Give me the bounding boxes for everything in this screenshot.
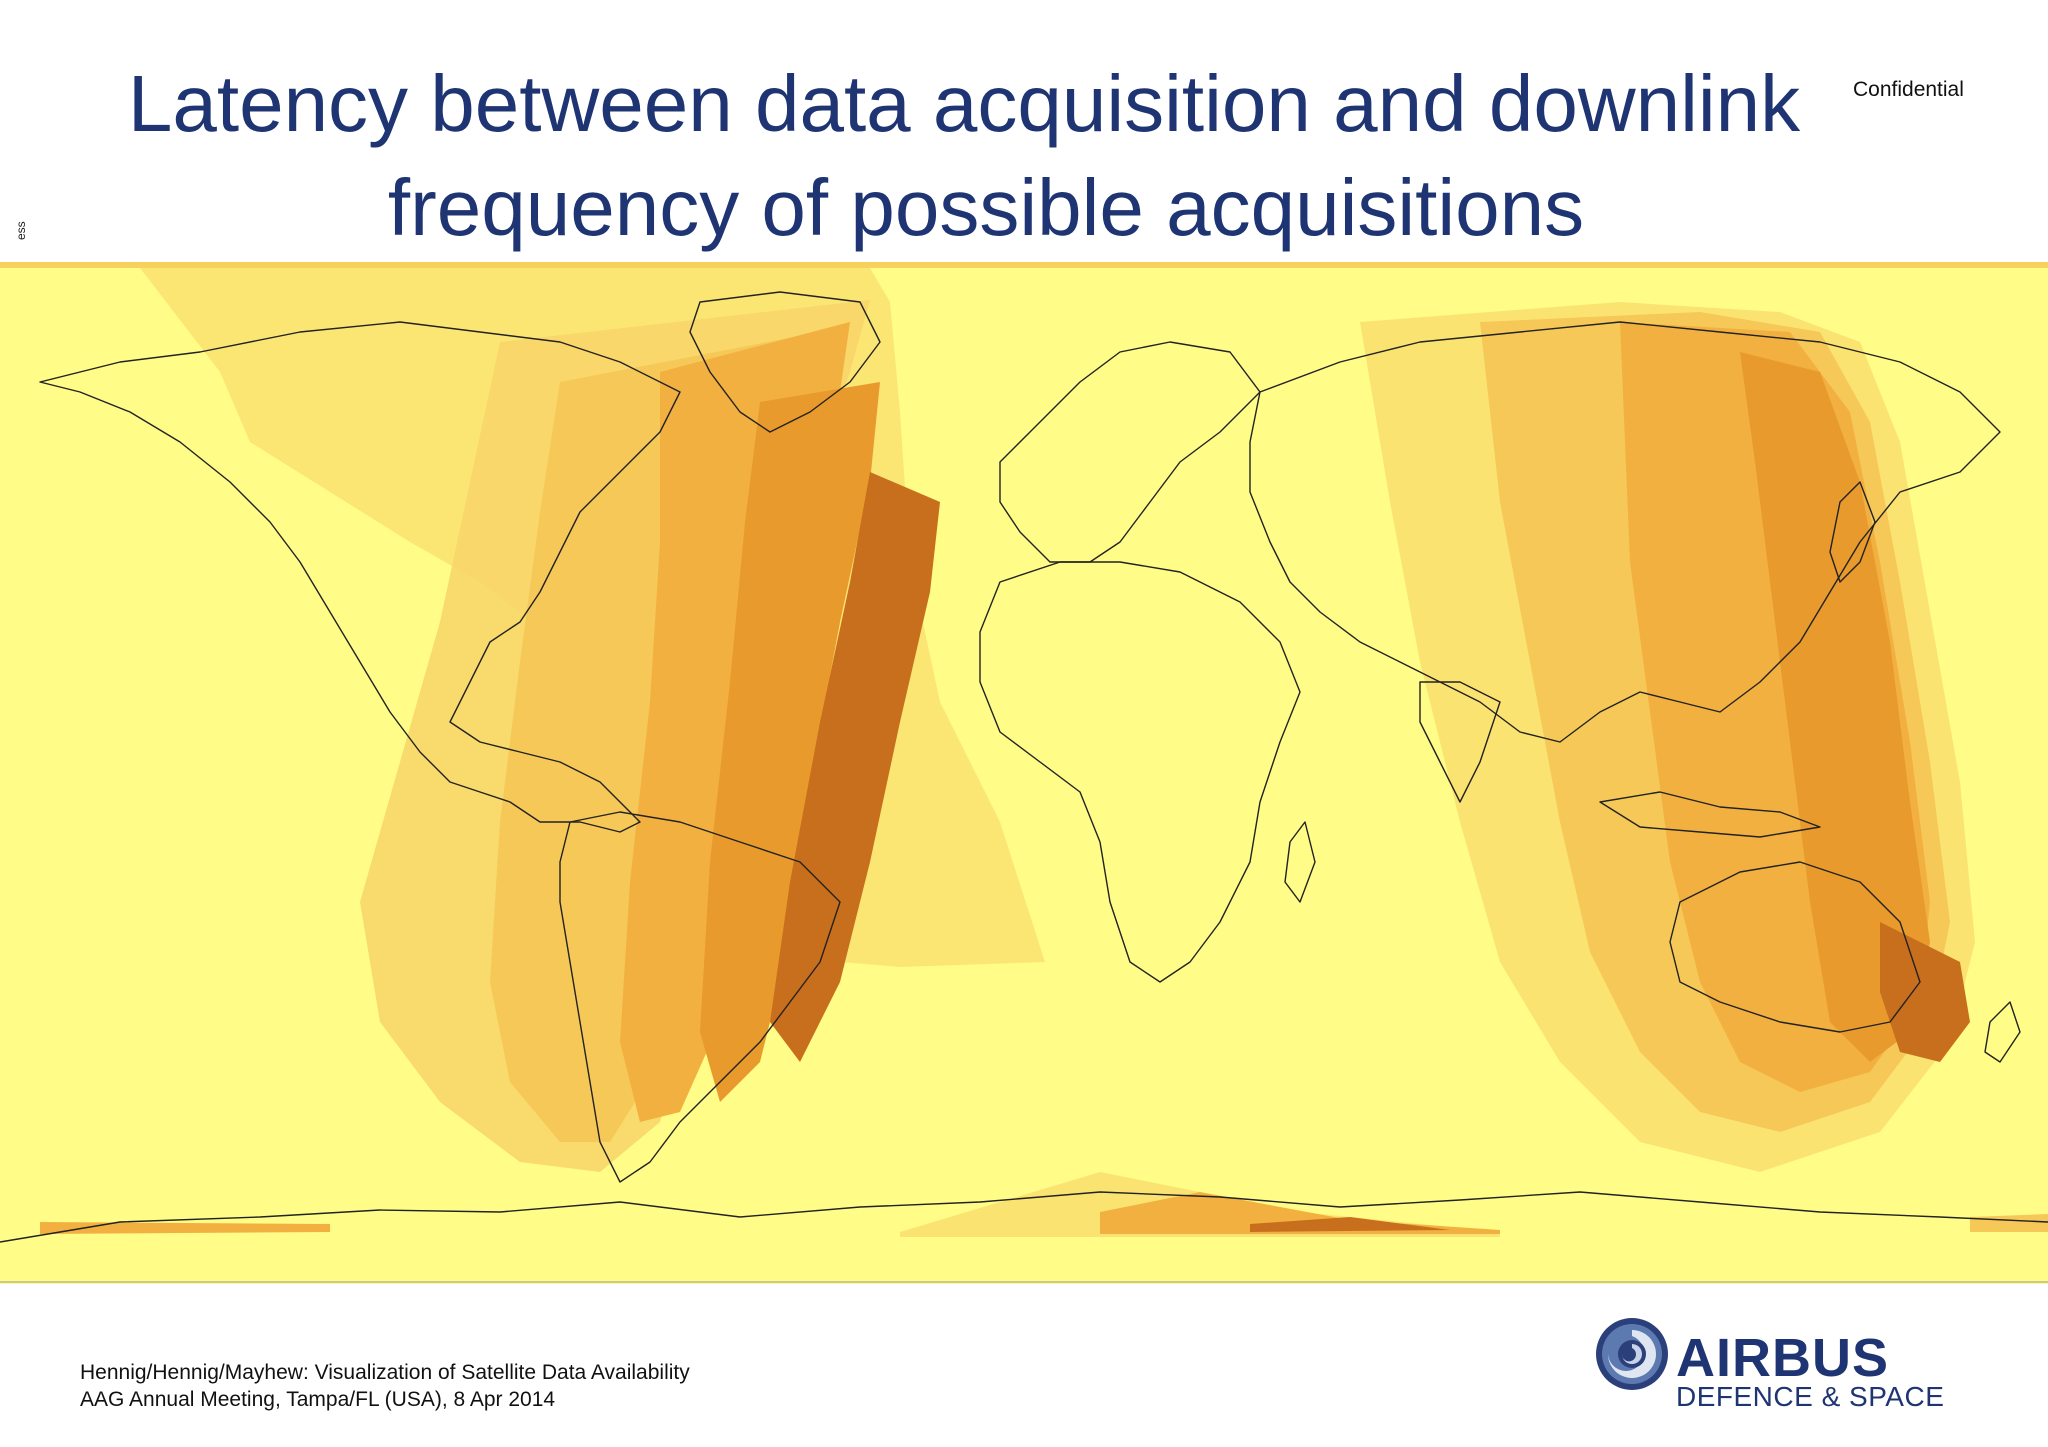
confidential-label: Confidential [1853,78,1964,101]
swath-west-darkest [770,472,940,1062]
world-map [0,262,2048,1284]
coast-new-zealand [1984,1001,2021,1063]
coverage-antarctic [40,1172,2048,1237]
antarctic-east-strip [1970,1214,2048,1232]
coast-india [1419,681,1501,803]
coast-australia [1669,861,1921,1033]
coast-europe [999,341,1261,563]
coverage-swath-east [1360,302,1975,1172]
footer-citation-line-2: AAG Annual Meeting, Tampa/FL (USA), 8 Ap… [80,1388,556,1411]
swath-east-darkest [1880,922,1970,1062]
coast-madagascar [1284,821,1316,903]
coast-indonesia [1599,791,1821,838]
coastlines [0,291,2048,1243]
swath-east-dark [1740,352,1930,1062]
coast-africa [979,561,1301,983]
map-top-band [0,262,2048,268]
coverage-swath-west [140,268,1045,1172]
logo-division-text: DEFENCE & SPACE [1676,1381,1944,1412]
antarctic-darkest [1250,1217,1450,1232]
slide-title-line-1: Latency between data acquisition and dow… [127,59,1801,148]
coast-greenland [689,291,881,433]
coast-north-america [39,321,681,833]
footer-citation-line-1: Hennig/Hennig/Mayhew: Visualization of S… [80,1361,690,1384]
antarctic-west-strip [40,1222,330,1234]
logo-brand-text: AIRBUS [1676,1328,1889,1388]
swath-west-dark [700,382,880,1102]
slide-title-line-2: frequency of possible acquisitions [387,163,1585,252]
coast-japan [1829,481,1876,583]
coast-antarctica [0,1191,2048,1243]
airbus-swirl-icon [1596,1318,1668,1390]
side-mark: ess [14,221,28,240]
coast-south-america [559,811,841,1183]
coast-asia [1249,321,2001,743]
airbus-logo: AIRBUS DEFENCE & SPACE [1590,1316,1970,1416]
